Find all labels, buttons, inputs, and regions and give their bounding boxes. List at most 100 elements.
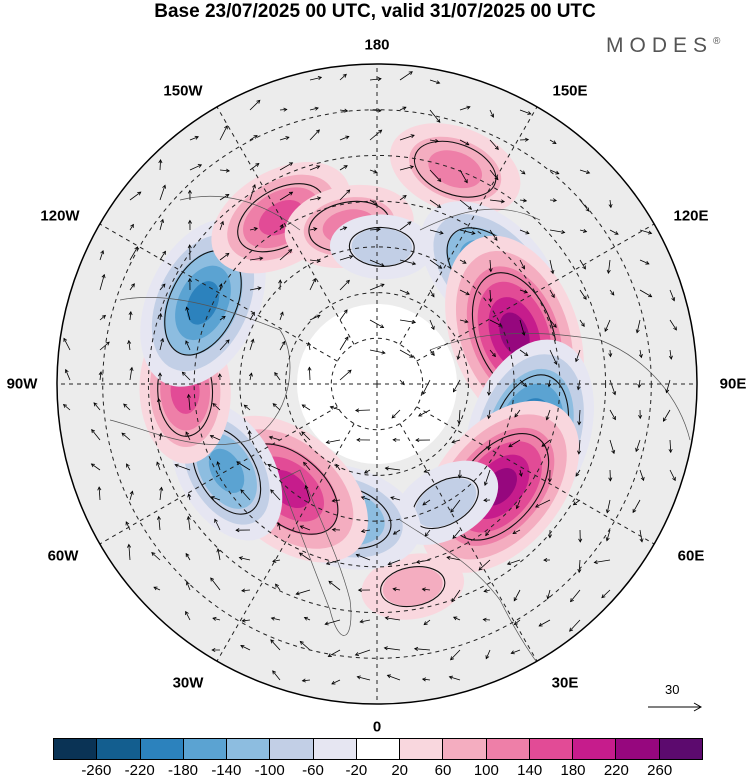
wind-arrow: [399, 106, 407, 111]
wind-arrow: [339, 135, 350, 141]
wind-arrow: [609, 379, 617, 396]
wind-arrow: [159, 218, 165, 231]
wind-arrow: [309, 106, 319, 111]
wind-arrow: [189, 164, 203, 171]
wind-arrow: [635, 319, 641, 334]
meridian-line: [399, 423, 538, 662]
wind-arrow: [301, 404, 311, 411]
wind-arrow: [212, 616, 221, 621]
wind-arrow: [549, 198, 558, 203]
wind-arrow: [153, 586, 161, 591]
wind-arrow: [662, 409, 671, 422]
lon-label-0: 0: [372, 718, 382, 736]
wind-arrow: [159, 184, 167, 201]
map-title: Base 23/07/2025 00 UTC, valid 31/07/2025…: [154, 1, 596, 22]
streamline-pos-20w: [380, 566, 446, 608]
anomaly-contour-pos-115w: [499, 312, 530, 356]
wind-arrow: [513, 619, 521, 625]
wind-arrow: [489, 199, 506, 204]
wind-arrow: [307, 341, 312, 351]
wind-arrow: [577, 409, 582, 426]
wind-arrow: [608, 349, 613, 358]
wind-arrow: [355, 408, 371, 413]
wind-arrow: [384, 466, 401, 471]
wind-arrow: [456, 349, 461, 361]
wind-arrow: [415, 438, 431, 443]
wind-arrow: [579, 319, 585, 327]
wind-arrow: [279, 162, 294, 171]
wind-arrow: [327, 649, 341, 657]
wind-arrow: [270, 639, 281, 651]
wind-arrow: [483, 498, 491, 503]
wind-arrow: [210, 495, 221, 501]
wind-arrow: [384, 616, 401, 621]
wind-arrow: [129, 191, 142, 201]
wind-arrow: [519, 379, 528, 387]
colorbar-segment: [659, 739, 702, 759]
wind-arrow: [64, 368, 71, 381]
wind-arrow: [331, 498, 341, 503]
wind-arrow: [219, 315, 226, 321]
wind-arrow: [482, 617, 491, 622]
latitude-circle: [147, 154, 607, 614]
wind-arrow: [235, 528, 251, 533]
wind-arrow: [429, 229, 444, 235]
colorbar-segment: [529, 739, 574, 759]
wind-arrow: [181, 371, 191, 381]
wind-arrow: [126, 463, 131, 471]
wind-arrow: [125, 521, 131, 531]
wind-arrow: [392, 437, 401, 442]
wind-arrow: [185, 306, 191, 321]
wind-arrow: [545, 409, 551, 421]
wind-arrow: [392, 529, 401, 535]
wind-arrow: [424, 529, 431, 537]
wind-arrow: [331, 527, 341, 532]
lon-label-60e: 60E: [677, 547, 705, 565]
wind-arrow: [452, 616, 461, 621]
wind-arrow: [579, 228, 588, 233]
wind-arrow: [157, 372, 163, 381]
wind-arrow: [639, 469, 645, 482]
wind-arrow: [339, 73, 347, 81]
wind-arrow: [369, 227, 381, 232]
wind-arrow: [450, 649, 461, 661]
wind-arrow: [489, 109, 495, 118]
wind-arrow: [241, 588, 251, 593]
wind-arrow: [608, 199, 613, 209]
wind-arrow: [487, 379, 492, 396]
wind-arrow: [299, 640, 311, 651]
wind-arrow: [209, 434, 221, 441]
wind-arrow: [453, 379, 461, 393]
wind-arrow: [489, 229, 498, 241]
wind-arrow: [604, 319, 611, 332]
colorbar-tick: -60: [302, 762, 324, 779]
meridian-line: [416, 223, 655, 362]
wind-arrow: [309, 129, 320, 141]
wind-arrow: [324, 619, 341, 626]
wind-arrow: [483, 588, 491, 593]
wind-arrow: [301, 431, 311, 441]
logo-text: MODES: [606, 34, 714, 57]
wind-arrow: [399, 349, 414, 358]
wind-arrow: [510, 649, 521, 655]
colorbar-segment: [356, 739, 401, 759]
wind-arrow: [547, 469, 552, 483]
map-border: [56, 63, 698, 705]
colorbar-ticks: -260 -220 -180 -140 -100 -60 -20 20 60 100 140 180 2…: [0, 762, 750, 782]
wind-arrow: [210, 577, 221, 591]
wind-arrow: [339, 369, 352, 381]
wind-arrow: [429, 199, 442, 208]
wind-arrow: [513, 589, 521, 602]
lon-label-60w: 60W: [47, 547, 79, 565]
wind-arrow: [519, 229, 530, 235]
wind-arrow: [339, 336, 349, 351]
wind-arrow: [508, 439, 521, 448]
vector-scale-arrow: [648, 702, 703, 712]
wind-arrow: [399, 71, 413, 81]
wind-arrow: [593, 559, 611, 565]
wind-arrow: [519, 349, 529, 357]
wind-arrow: [369, 108, 382, 113]
latitude-circle: [330, 337, 424, 431]
wind-arrow: [339, 226, 348, 231]
